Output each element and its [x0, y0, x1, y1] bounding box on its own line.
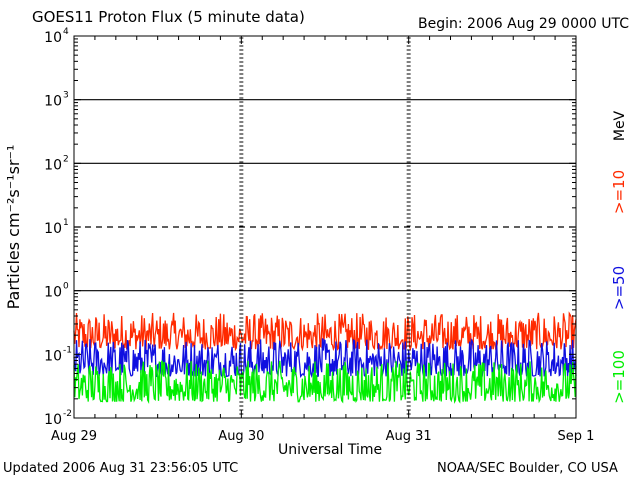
y-tick-exponent: 2: [63, 154, 69, 164]
y-tick-label: 10: [44, 412, 62, 428]
x-axis-label: Universal Time: [278, 442, 383, 458]
y-tick-exponent: -2: [63, 409, 72, 419]
y-tick-exponent: 4: [63, 27, 69, 37]
y-axis-label: Particles cm⁻²s⁻¹sr⁻¹: [4, 145, 23, 310]
y-tick-exponent: 3: [63, 91, 69, 101]
series-line-3: [73, 360, 577, 404]
legend-label-3: >=100: [610, 350, 628, 404]
chart-title: GOES11 Proton Flux (5 minute data): [32, 8, 305, 26]
axes: [73, 35, 577, 419]
y-tick-exponent: -1: [63, 345, 72, 355]
y-tick-label: 10: [44, 30, 62, 46]
x-tick-label: Aug 29: [51, 429, 97, 444]
legend-label-1: >=10: [610, 170, 628, 214]
x-tick-label: Aug 31: [386, 429, 432, 444]
source-credit: NOAA/SEC Boulder, CO USA: [437, 461, 618, 476]
begin-time: Begin: 2006 Aug 29 0000 UTC: [418, 16, 629, 32]
x-tick-label: Sep 1: [558, 429, 595, 444]
y-tick-label: 10: [44, 348, 62, 364]
y-tick-label: 10: [44, 157, 62, 173]
y-tick-exponent: 1: [63, 218, 69, 228]
y-tick-label: 10: [44, 285, 62, 301]
series-layer: [73, 311, 577, 404]
unit-label: MeV: [612, 110, 628, 141]
y-tick-label: 10: [44, 94, 62, 110]
y-tick-exponent: 0: [63, 282, 69, 292]
y-tick-label: 10: [44, 221, 62, 237]
series-line-1: [73, 311, 577, 352]
legend-label-2: >=50: [610, 266, 628, 310]
x-tick-label: Aug 30: [218, 429, 264, 444]
updated-timestamp: Updated 2006 Aug 31 23:56:05 UTC: [3, 461, 239, 476]
reference-lines: [74, 99, 576, 292]
